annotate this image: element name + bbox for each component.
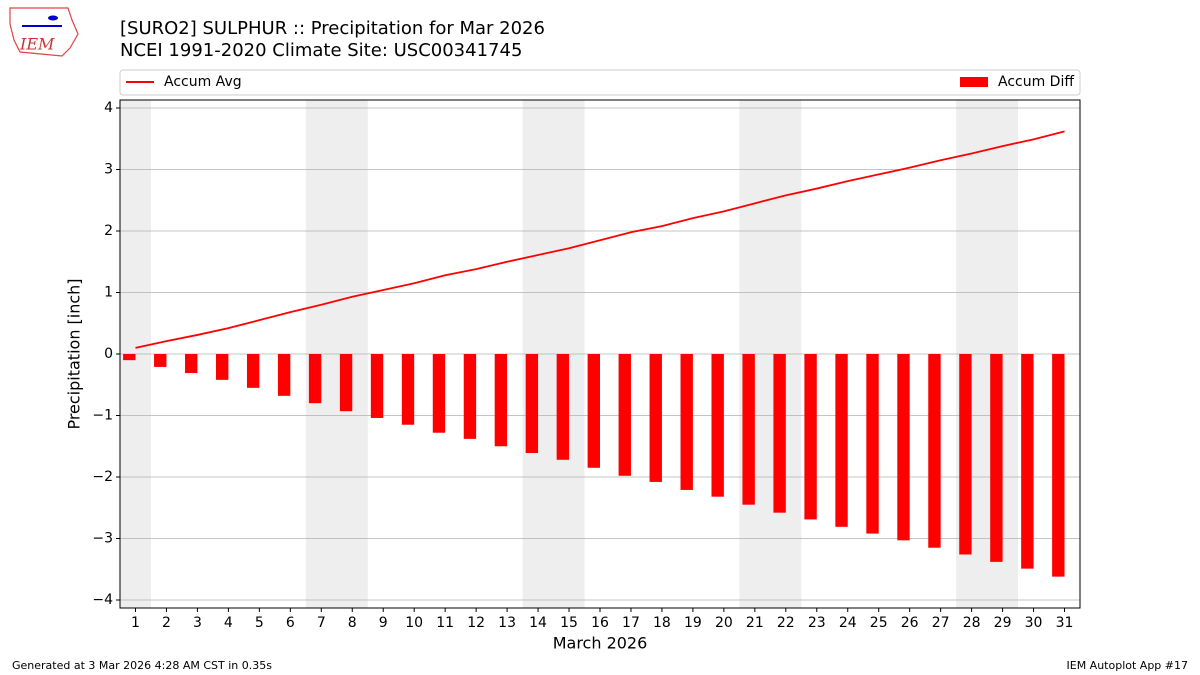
bar [587,354,600,468]
x-tick-label: 27 [932,615,950,631]
x-tick-label: 3 [193,615,202,631]
bar [835,354,848,527]
bar [246,354,260,388]
bar [928,354,941,548]
bar [804,354,817,520]
bar [990,354,1003,562]
chart-subtitle: NCEI 1991-2020 Climate Site: USC00341745 [120,40,522,61]
x-tick-label: 22 [777,615,795,631]
bar [897,354,910,541]
y-tick-label: −3 [92,531,113,547]
x-tick-label: 13 [498,615,516,631]
y-tick-label: 3 [104,161,113,177]
bar [277,354,291,396]
x-tick-label: 11 [436,615,454,631]
footer-right: IEM Autoplot App #17 [1067,659,1189,672]
y-tick-label: 2 [104,223,113,239]
line [135,130,1065,349]
y-tick-label: −1 [92,408,113,424]
legend-label: Accum Diff [998,74,1074,90]
bar [618,354,631,476]
bar [866,354,879,534]
bar [432,354,446,433]
bar [494,354,508,447]
x-tick-label: 9 [379,615,388,631]
x-tick-label: 7 [317,615,326,631]
x-tick-label: 1 [131,615,140,631]
logo: IEM [9,7,79,57]
y-tick-label: 4 [104,100,113,116]
x-tick-label: 24 [839,615,857,631]
x-tick-label: 25 [870,615,888,631]
bar [216,354,229,380]
x-tick-label: 29 [994,615,1012,631]
logo-icon [48,15,58,21]
y-tick-label: −4 [92,592,113,608]
x-tick-label: 21 [746,615,764,631]
x-tick-label: 14 [529,615,547,631]
x-tick-label: 12 [467,615,485,631]
logo-outline [9,7,79,57]
y-tick-label: −2 [92,469,113,485]
plot-frame [119,99,1081,609]
bar [401,354,415,425]
bar [742,354,755,505]
bar [123,354,136,361]
bar [680,354,693,490]
bar [1052,354,1065,577]
bar [370,354,384,418]
bar [649,354,662,482]
bar [773,354,786,513]
legend-swatch [960,77,988,87]
x-tick-label: 2 [162,615,171,631]
x-tick-label: 18 [653,615,671,631]
bar [308,354,322,404]
x-tick-label: 20 [715,615,733,631]
x-tick-label: 15 [560,615,578,631]
y-axis-label: Precipitation [inch] [65,278,84,429]
x-tick-label: 4 [224,615,233,631]
chart-title: [SURO2] SULPHUR :: Precipitation for Mar… [120,18,545,39]
bar [1021,354,1034,569]
bar [463,354,477,439]
x-tick-label: 28 [963,615,981,631]
x-tick-label: 30 [1025,615,1043,631]
x-tick-label: 19 [684,615,702,631]
x-tick-label: 23 [808,615,826,631]
legend-box [119,69,1081,96]
x-tick-label: 6 [286,615,295,631]
bar [556,354,570,460]
bar [154,354,167,367]
x-axis-label: March 2026 [553,634,648,653]
bar [711,354,724,497]
x-tick-label: 5 [255,615,264,631]
x-tick-label: 17 [622,615,640,631]
y-tick-label: 1 [104,284,113,300]
x-tick-label: 26 [901,615,919,631]
bar [525,354,539,454]
bar [339,354,353,412]
y-tick-label: 0 [104,346,113,362]
footer-left: Generated at 3 Mar 2026 4:28 AM CST in 0… [12,659,272,672]
x-tick-label: 31 [1056,615,1074,631]
bar [959,354,972,555]
legend-label: Accum Avg [164,74,242,90]
x-tick-label: 16 [591,615,609,631]
x-tick-label: 10 [405,615,423,631]
x-tick-label: 8 [348,615,357,631]
logo-text: IEM [19,35,55,54]
bar [185,354,198,374]
